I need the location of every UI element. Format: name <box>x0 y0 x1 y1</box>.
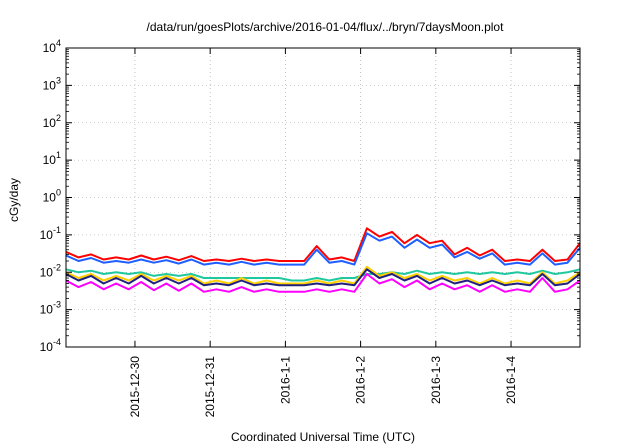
series-line-5 <box>65 268 581 287</box>
series-line-2 <box>65 232 581 266</box>
x-axis: 2015-12-30 2015-12-31 2016-1-1 2016-1-2 2016… <box>128 48 518 417</box>
y-tick-label: 10-1 <box>40 225 61 242</box>
y-tick-label: 100 <box>43 188 61 205</box>
series-line-3 <box>65 268 581 282</box>
x-tick-label: 2016-1-3 <box>429 356 443 404</box>
y-tick-label: 10-2 <box>40 262 61 279</box>
x-tick-label: 2016-1-4 <box>504 356 518 404</box>
x-tick-label: 2015-12-31 <box>203 356 217 418</box>
series-line-1 <box>65 227 581 262</box>
y-tick-label: 102 <box>43 113 61 130</box>
x-tick-label: 2016-1-1 <box>278 356 292 404</box>
x-axis-label: Coordinated Universal Time (UTC) <box>231 430 415 444</box>
y-axis: 10-4 10-3 10-2 10-1 100 101 102 103 104 <box>40 38 580 354</box>
y-axis-label: cGy/day <box>7 178 21 222</box>
x-tick-label: 2015-12-30 <box>128 356 142 418</box>
y-tick-label: 10-3 <box>40 300 61 317</box>
series-group <box>65 227 581 293</box>
y-tick-label: 103 <box>43 75 61 92</box>
chart-title: /data/run/goesPlots/archive/2016-01-04/f… <box>147 20 505 34</box>
x-tick-label: 2016-1-2 <box>354 356 368 404</box>
y-tick-label: 104 <box>43 38 61 55</box>
y-tick-label: 101 <box>43 150 61 167</box>
series-line-4 <box>65 265 581 285</box>
y-tick-label: 10-4 <box>40 337 61 354</box>
grid <box>66 48 580 347</box>
series-line-6 <box>65 273 581 293</box>
